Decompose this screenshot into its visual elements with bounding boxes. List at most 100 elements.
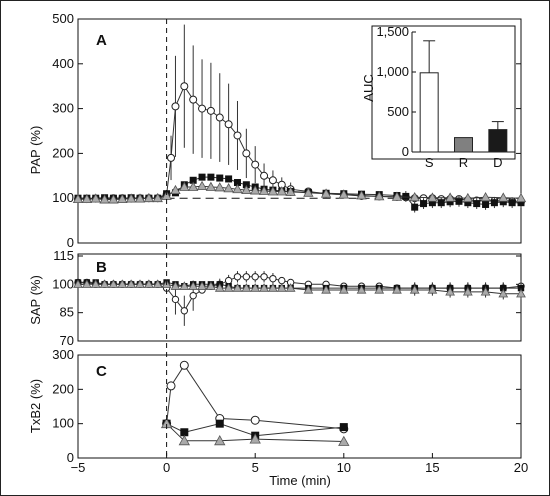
data-point-circle (180, 82, 189, 91)
data-point-square (508, 199, 516, 207)
data-point-triangle (232, 283, 243, 292)
data-point-circle (167, 153, 176, 162)
inset-bar-chart: AUC 0 500 1,000 1,500 S R D (361, 24, 516, 170)
inset-bar (454, 137, 473, 153)
data-point-circle (215, 113, 224, 122)
data-point-triangle (427, 192, 438, 202)
data-point-triangle (125, 193, 137, 203)
data-point-circle (251, 273, 259, 281)
data-point-triangle (214, 182, 225, 192)
data-point-triangle (170, 281, 181, 290)
data-point-circle (233, 273, 242, 281)
y-tick-label: 300 (52, 347, 74, 362)
y-tick-label: 500 (52, 11, 74, 26)
panel-c-xticks: −5 0 5 10 15 20 (71, 453, 528, 475)
data-point-triangle (223, 183, 234, 193)
data-point-triangle (241, 283, 252, 292)
data-point-triangle (223, 283, 234, 292)
data-point-triangle (117, 279, 128, 288)
inset-y-tick-label: 0 (402, 144, 409, 159)
data-point-square (499, 198, 507, 206)
data-point-triangle (392, 284, 402, 294)
y-tick-label: 100 (52, 190, 74, 205)
inset-bar (488, 129, 508, 153)
y-tick-label: 300 (52, 101, 74, 116)
data-point-triangle (374, 284, 385, 294)
data-point-triangle (72, 193, 84, 203)
x-tick-label: 20 (514, 460, 528, 475)
x-tick-label: −5 (71, 460, 86, 475)
panel-c-ylabel: TxB2 (%) (28, 379, 43, 433)
data-point-triangle (480, 191, 491, 202)
x-tick-label: 15 (425, 460, 439, 475)
inset-y-tick-label: 1,000 (376, 64, 409, 79)
data-point-triangle (409, 191, 420, 202)
data-point-circle (242, 149, 251, 158)
inset-category-label: R (459, 155, 468, 170)
y-tick-label: 0 (67, 450, 74, 465)
data-point-circle (179, 360, 189, 370)
data-point-circle (198, 104, 207, 113)
data-point-square (189, 176, 197, 184)
series-line (166, 364, 344, 430)
data-point-square (180, 428, 189, 437)
panel-b-label: B (96, 259, 107, 276)
data-point-square (420, 200, 428, 208)
data-point-triangle (214, 435, 226, 446)
y-tick-label: 0 (67, 235, 74, 250)
data-point-triangle (250, 283, 261, 292)
data-point-triangle (515, 192, 527, 203)
data-point-triangle (356, 190, 367, 200)
data-point-triangle (338, 435, 350, 446)
data-point-triangle (258, 185, 270, 195)
data-point-square (455, 197, 463, 205)
data-point-triangle (480, 286, 491, 296)
data-point-square (402, 192, 410, 200)
panel-a-frame (77, 18, 522, 244)
panel-c-frame (77, 354, 522, 459)
data-point-triangle (498, 288, 509, 298)
data-point-circle (171, 102, 180, 111)
data-point-triangle (444, 192, 456, 202)
data-point-triangle (285, 186, 296, 196)
data-point-square (428, 199, 436, 207)
data-point-triangle (99, 194, 110, 204)
inset-y-tick-label: 500 (387, 104, 409, 119)
data-point-circle (278, 276, 286, 285)
data-point-circle (250, 415, 260, 425)
inset-y-tick-label: 1,500 (376, 24, 409, 39)
data-point-circle (166, 381, 176, 391)
data-point-triangle (374, 191, 385, 201)
y-tick-label: 400 (52, 56, 74, 71)
data-point-circle (269, 274, 277, 283)
panel-b-yticks: 70 85 100 115 (52, 248, 521, 348)
data-point-triangle (99, 279, 110, 288)
data-point-triangle (170, 184, 181, 195)
inset-category-label: S (425, 155, 434, 170)
data-point-triangle (179, 181, 190, 191)
data-point-triangle (409, 284, 420, 294)
data-point-triangle (179, 281, 190, 290)
data-point-triangle (250, 185, 261, 195)
data-point-square (207, 173, 215, 181)
data-point-circle (224, 120, 233, 129)
data-point-square (411, 203, 419, 211)
data-point-circle (206, 106, 215, 115)
data-point-square (473, 200, 481, 208)
data-point-triangle (205, 181, 217, 191)
data-point-triangle (232, 183, 243, 194)
data-point-square (490, 199, 498, 207)
data-point-triangle (214, 283, 225, 292)
data-point-triangle (462, 192, 474, 203)
data-point-triangle (462, 286, 473, 296)
data-point-circle (224, 276, 233, 285)
data-point-triangle (338, 284, 349, 294)
data-point-square (339, 423, 348, 432)
data-point-square (198, 173, 206, 181)
y-tick-label: 115 (53, 248, 74, 263)
data-point-triangle (81, 193, 93, 203)
data-point-triangle (268, 283, 278, 292)
data-point-square (437, 199, 445, 207)
data-point-triangle (197, 281, 207, 290)
data-point-circle (171, 295, 180, 304)
